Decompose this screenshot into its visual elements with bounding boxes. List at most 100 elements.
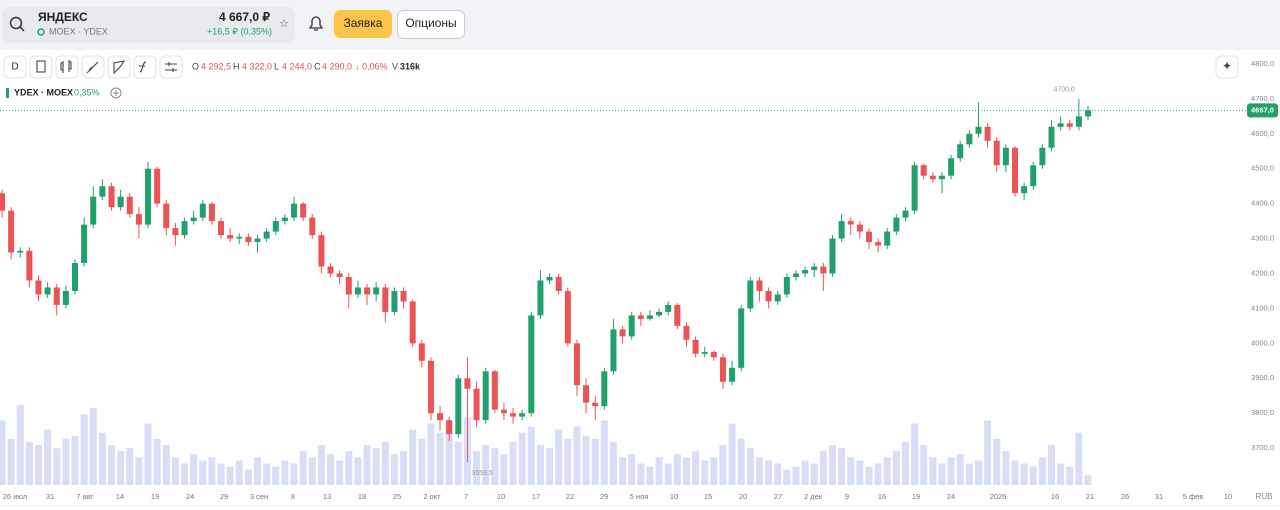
order-button[interactable] xyxy=(334,10,392,38)
x-tick-label: 21 xyxy=(1086,492,1094,501)
candle-body xyxy=(1066,123,1073,127)
tool-button[interactable] xyxy=(159,55,183,79)
volume-bar xyxy=(546,448,554,485)
volume-bar xyxy=(144,423,152,485)
add-indicator[interactable] xyxy=(110,87,122,99)
candle-body xyxy=(117,196,124,208)
candle-body xyxy=(555,276,562,291)
x-tick-label: 26 xyxy=(1121,492,1129,501)
volume-bar xyxy=(317,445,325,485)
volume-bar xyxy=(628,454,636,485)
search-box[interactable] xyxy=(2,7,295,43)
volume-bar xyxy=(1011,460,1019,485)
volume-bar xyxy=(582,435,590,485)
x-tick-label: 2026 xyxy=(990,492,1007,501)
volume-bar xyxy=(901,441,909,485)
candle-body xyxy=(62,290,69,305)
tool-button[interactable] xyxy=(55,55,79,79)
candle-body xyxy=(272,221,279,232)
volume-bar xyxy=(573,426,581,485)
exchange: MOEX · YDEX xyxy=(49,26,108,36)
candle-body xyxy=(464,378,471,389)
x-tick-label: 10 xyxy=(1224,492,1232,501)
tool-button[interactable] xyxy=(107,55,131,79)
volume-bar xyxy=(181,463,189,485)
price-change: +16,5 ₽ (0,35%) xyxy=(207,26,272,36)
volume-bar xyxy=(920,445,928,485)
volume-bar xyxy=(108,445,116,485)
candle-body xyxy=(163,203,170,229)
x-tick-label: 25 xyxy=(393,492,401,501)
candle-body xyxy=(975,126,982,134)
volume-bar xyxy=(71,435,79,485)
volume-bar xyxy=(865,466,873,485)
candle-body xyxy=(528,315,535,414)
ai-button[interactable] xyxy=(1215,55,1239,79)
candle-body xyxy=(382,287,389,312)
volume-bar xyxy=(737,438,745,485)
candle-body xyxy=(1048,126,1055,148)
volume-bar xyxy=(847,457,855,485)
volume-bar xyxy=(208,457,216,485)
candle-body xyxy=(637,315,644,319)
candle-body xyxy=(729,367,736,382)
y-tick-label: 3900,0 xyxy=(1251,373,1274,382)
icon xyxy=(60,60,72,73)
x-tick-label: 24 xyxy=(947,492,955,501)
candle-body xyxy=(911,165,918,211)
candle-body xyxy=(601,371,608,407)
x-tick-label: 18 xyxy=(358,492,366,501)
candle-body xyxy=(418,343,425,361)
volume-bar xyxy=(947,457,955,485)
ohlc-h: 4 322,0 xyxy=(242,61,272,71)
candle-body xyxy=(656,311,663,316)
volume-bar xyxy=(1066,466,1074,485)
candle-body xyxy=(1030,165,1037,187)
candle-body xyxy=(354,287,361,295)
volume-bar xyxy=(427,423,435,485)
volume-bar xyxy=(299,451,307,485)
volume-bar xyxy=(62,438,70,485)
x-tick-label: 3 сен xyxy=(250,492,268,501)
tool-button[interactable] xyxy=(133,55,157,79)
volume-bar xyxy=(710,457,718,485)
candle-body xyxy=(783,276,790,295)
candle-body xyxy=(546,276,553,281)
candle-body xyxy=(1075,116,1082,127)
volume-bar xyxy=(673,454,681,485)
volume-bar xyxy=(801,460,809,485)
order-button-label: Заявка xyxy=(344,16,383,30)
candle-body xyxy=(446,420,453,435)
candle-body xyxy=(902,210,909,218)
volume-bar xyxy=(536,445,544,485)
x-tick-label: 14 xyxy=(116,492,124,501)
candle-body xyxy=(44,287,51,295)
candle-body xyxy=(829,238,836,274)
tool-button[interactable] xyxy=(29,55,53,79)
candle-body xyxy=(291,203,298,218)
volume-bar xyxy=(974,460,982,485)
y-tick-label: 4600,0 xyxy=(1251,129,1274,138)
candle-body xyxy=(145,168,152,225)
favorite-star[interactable]: ☆ xyxy=(279,18,289,30)
volume-bar xyxy=(591,438,599,485)
volume-bar xyxy=(609,441,617,485)
alert-bell[interactable] xyxy=(308,16,324,31)
volume-bar xyxy=(226,466,234,485)
volume-bar xyxy=(692,451,700,485)
options-button[interactable] xyxy=(397,10,465,39)
volume-bar xyxy=(527,426,535,485)
candle-body xyxy=(90,196,97,225)
ohlc-c-label: C xyxy=(314,61,321,71)
legend-swatch xyxy=(6,88,9,98)
volume-bar xyxy=(372,448,380,485)
candle-body xyxy=(847,221,854,225)
candle-body xyxy=(765,290,772,302)
y-tick-label: 4200,0 xyxy=(1251,268,1274,277)
x-tick-label: 26 июл xyxy=(3,492,27,501)
volume-bar xyxy=(965,463,973,485)
interval-button[interactable] xyxy=(3,55,27,79)
candle-body xyxy=(774,294,781,302)
volume-bar xyxy=(327,454,335,485)
